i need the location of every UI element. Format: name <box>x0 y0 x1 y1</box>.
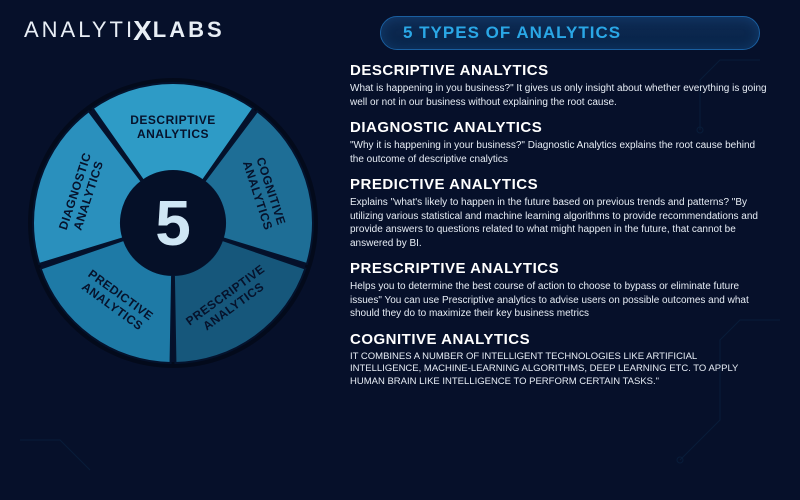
brand-x: X <box>133 15 155 47</box>
brand-logo: ANALYTIXLABS <box>24 12 225 44</box>
content-column: DESCRIPTIVE ANALYTICS What is happening … <box>350 62 778 488</box>
section-predictive: PREDICTIVE ANALYTICS Explains "what's li… <box>350 176 778 250</box>
section-diagnostic: DIAGNOSTIC ANALYTICS "Why it is happenin… <box>350 119 778 166</box>
wheel-center-number: 5 <box>155 187 191 259</box>
page-title: 5 TYPES OF ANALYTICS <box>403 23 621 43</box>
section-body: Helps you to determine the best course o… <box>350 280 770 321</box>
svg-text:ANALYTICS: ANALYTICS <box>137 127 209 141</box>
wheel-diagram: DESCRIPTIVEANALYTICSCOGNITIVEANALYTICSPR… <box>28 78 318 368</box>
section-descriptive: DESCRIPTIVE ANALYTICS What is happening … <box>350 62 778 109</box>
brand-part2: LABS <box>153 17 225 42</box>
section-heading: COGNITIVE ANALYTICS <box>350 331 778 348</box>
section-cognitive: COGNITIVE ANALYTICS It combines a number… <box>350 331 778 389</box>
section-heading: PRESCRIPTIVE ANALYTICS <box>350 260 778 277</box>
section-prescriptive: PRESCRIPTIVE ANALYTICS Helps you to dete… <box>350 260 778 321</box>
section-body: Explains "what's likely to happen in the… <box>350 196 770 250</box>
section-body: It combines a number of intelligent tech… <box>350 351 770 389</box>
brand-part1: ANALYTI <box>24 17 135 42</box>
section-heading: DIAGNOSTIC ANALYTICS <box>350 119 778 136</box>
section-heading: PREDICTIVE ANALYTICS <box>350 176 778 193</box>
title-pill: 5 TYPES OF ANALYTICS <box>380 16 760 50</box>
wheel-label-descriptive: DESCRIPTIVEANALYTICS <box>130 113 216 141</box>
section-body: "Why it is happening in your business?" … <box>350 139 770 166</box>
svg-text:DESCRIPTIVE: DESCRIPTIVE <box>130 113 216 127</box>
section-heading: DESCRIPTIVE ANALYTICS <box>350 62 778 79</box>
section-body: What is happening in you business?" It g… <box>350 82 770 109</box>
